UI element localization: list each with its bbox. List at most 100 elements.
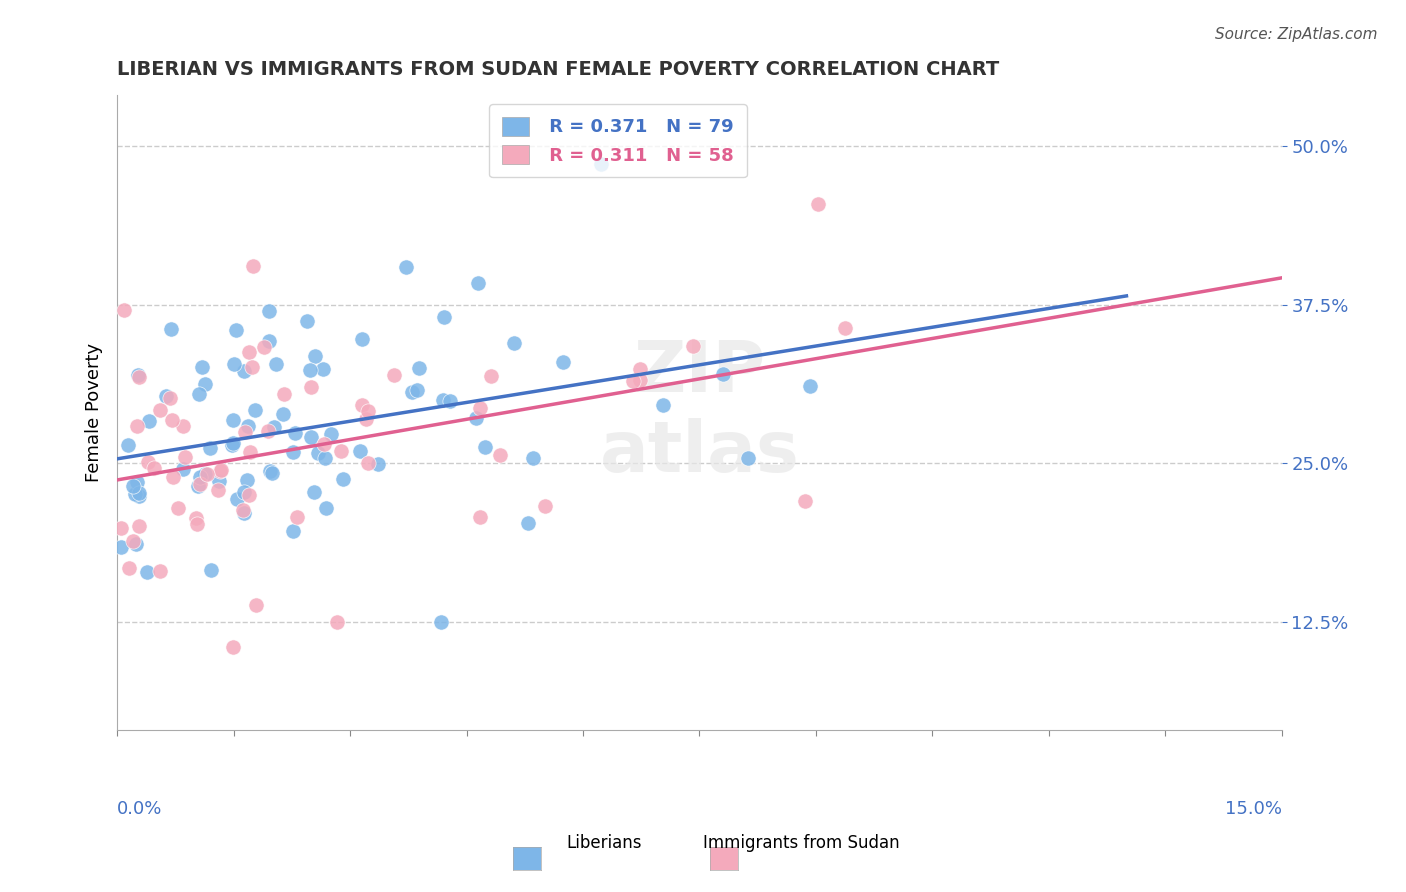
Point — [194, 377, 217, 392]
Point — [682, 339, 704, 353]
Point — [429, 615, 451, 629]
Point — [155, 389, 177, 403]
Point — [281, 445, 304, 459]
Point — [433, 310, 456, 324]
Point — [186, 517, 208, 532]
Point — [160, 322, 183, 336]
Point — [209, 463, 232, 477]
Legend:  R = 0.371   N = 79,  R = 0.311   N = 58: R = 0.371 N = 79, R = 0.311 N = 58 — [489, 104, 747, 178]
Point — [350, 332, 373, 346]
Text: 0.0%: 0.0% — [117, 800, 163, 818]
Point — [257, 424, 280, 438]
Point — [628, 362, 651, 376]
Point — [173, 450, 195, 464]
Text: Liberians: Liberians — [567, 834, 643, 852]
Point — [711, 367, 734, 381]
Point — [314, 437, 336, 451]
Point — [159, 391, 181, 405]
Point — [326, 615, 349, 629]
Point — [188, 387, 211, 401]
Point — [395, 260, 418, 274]
Point — [271, 408, 294, 422]
Point — [253, 340, 276, 354]
Point — [260, 466, 283, 480]
Point — [162, 470, 184, 484]
Point — [281, 524, 304, 539]
Point — [208, 474, 231, 488]
Point — [233, 506, 256, 520]
Point — [352, 398, 374, 412]
Point — [807, 197, 830, 211]
Point — [257, 334, 280, 349]
Point — [207, 483, 229, 498]
Point — [553, 355, 575, 369]
Text: Immigrants from Sudan: Immigrants from Sudan — [703, 834, 900, 852]
Point — [110, 521, 132, 535]
Point — [266, 357, 288, 371]
Text: LIBERIAN VS IMMIGRANTS FROM SUDAN FEMALE POVERTY CORRELATION CHART: LIBERIAN VS IMMIGRANTS FROM SUDAN FEMALE… — [117, 60, 1000, 78]
Point — [110, 540, 132, 554]
Point — [470, 401, 492, 416]
Point — [232, 364, 254, 378]
Point — [238, 345, 260, 359]
Point — [222, 640, 245, 655]
Point — [238, 488, 260, 502]
Point — [534, 499, 557, 513]
Point — [349, 443, 371, 458]
Point — [128, 490, 150, 504]
Point — [302, 485, 325, 500]
Point — [432, 393, 454, 408]
Point — [135, 566, 157, 580]
Point — [295, 314, 318, 328]
Y-axis label: Female Poverty: Female Poverty — [86, 343, 103, 483]
Point — [479, 369, 502, 384]
Point — [117, 438, 139, 452]
Point — [208, 464, 231, 478]
Point — [315, 501, 337, 516]
Point — [299, 363, 322, 377]
Point — [299, 430, 322, 444]
Point — [307, 445, 329, 459]
Point — [799, 379, 821, 393]
Point — [149, 402, 172, 417]
Point — [468, 509, 491, 524]
Point — [408, 361, 430, 376]
Point — [273, 387, 295, 401]
Point — [332, 472, 354, 486]
Point — [195, 467, 218, 482]
Point — [259, 304, 281, 318]
Point — [304, 349, 326, 363]
Point — [311, 362, 333, 376]
Text: ZIP
atlas: ZIP atlas — [599, 338, 800, 487]
Point — [628, 373, 651, 387]
Point — [222, 435, 245, 450]
Point — [160, 413, 183, 427]
Point — [172, 419, 194, 434]
Point — [232, 503, 254, 517]
Point — [245, 598, 267, 612]
Point — [125, 536, 148, 550]
Point — [503, 335, 526, 350]
Point — [489, 448, 512, 462]
Point — [284, 426, 307, 441]
Point — [474, 440, 496, 454]
Point — [127, 419, 149, 434]
Point — [225, 322, 247, 336]
Point — [236, 419, 259, 434]
Point — [401, 385, 423, 400]
Text: 15.0%: 15.0% — [1225, 800, 1282, 818]
Point — [794, 493, 817, 508]
Point — [198, 441, 221, 455]
Point — [243, 402, 266, 417]
Point — [186, 510, 208, 524]
Point — [149, 564, 172, 578]
Point — [465, 411, 488, 425]
Point — [127, 368, 149, 383]
Point — [127, 475, 149, 490]
Point — [263, 419, 285, 434]
Point — [124, 486, 146, 500]
Point — [138, 414, 160, 428]
Point — [233, 425, 256, 439]
Point — [589, 157, 612, 171]
Text: Source: ZipAtlas.com: Source: ZipAtlas.com — [1215, 27, 1378, 42]
